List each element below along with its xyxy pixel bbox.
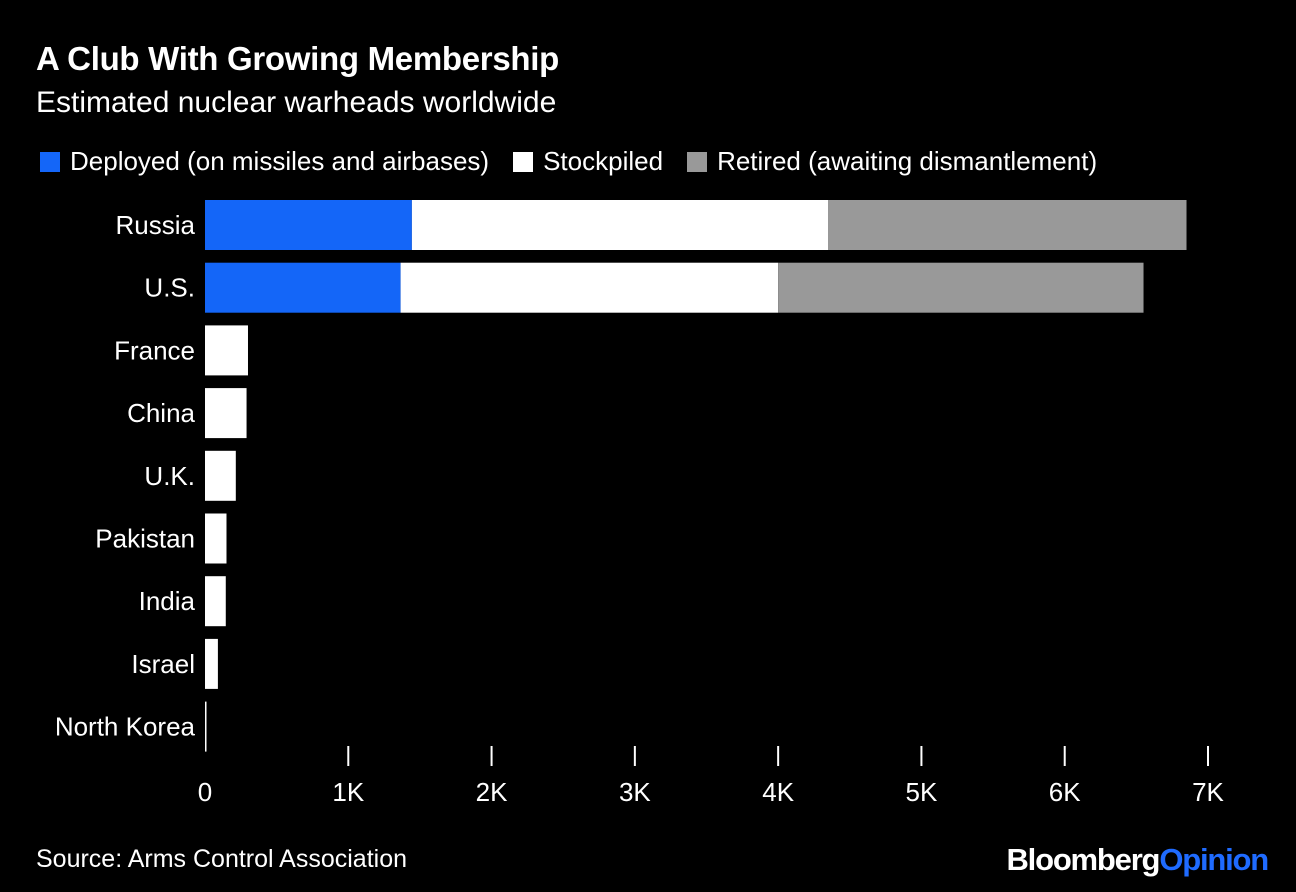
- bar-u-s-stockpiled: [400, 262, 779, 313]
- legend-label-stockpiled: Stockpiled: [543, 146, 664, 176]
- bar-india-stockpiled: [205, 576, 226, 627]
- bar-china-stockpiled: [205, 388, 247, 439]
- bar-russia-retired: [828, 200, 1187, 250]
- x-tick-label-5K: 5K: [906, 777, 938, 807]
- chart-subtitle: Estimated nuclear warheads worldwide: [36, 86, 557, 119]
- category-label-russia: Russia: [116, 210, 196, 240]
- category-label-u-s: U.S.: [144, 273, 195, 303]
- bar-france-stockpiled: [205, 325, 248, 376]
- x-tick-label-1K: 1K: [332, 777, 364, 807]
- legend-label-deployed: Deployed (on missiles and airbases): [70, 146, 490, 176]
- chart-legend: Deployed (on missiles and airbases) Stoc…: [40, 146, 1121, 177]
- legend-item-deployed: Deployed (on missiles and airbases): [40, 146, 489, 177]
- category-label-north-korea: North Korea: [55, 712, 196, 742]
- x-tick-label-3K: 3K: [619, 777, 651, 807]
- x-tick-label-4K: 4K: [762, 777, 794, 807]
- legend-swatch-deployed: [40, 151, 60, 172]
- x-tick-label-7K: 7K: [1192, 777, 1224, 807]
- legend-label-retired: Retired (awaiting dismantlement): [717, 146, 1098, 176]
- category-label-israel: Israel: [131, 649, 195, 679]
- brand-logo: BloombergOpinion: [1006, 842, 1269, 878]
- legend-swatch-stockpiled: [513, 151, 534, 172]
- category-label-china: China: [127, 398, 195, 428]
- category-label-pakistan: Pakistan: [95, 524, 195, 554]
- legend-item-retired: Retired (awaiting dismantlement): [687, 146, 1097, 177]
- chart-title: A Club With Growing Membership: [36, 40, 559, 77]
- category-label-india: India: [139, 586, 196, 616]
- bar-u-k-stockpiled: [205, 450, 236, 501]
- bar-pakistan-stockpiled: [205, 513, 227, 564]
- bar-russia-stockpiled: [411, 200, 829, 250]
- category-label-u-k: U.K.: [144, 461, 195, 491]
- x-tick-label-2K: 2K: [476, 777, 508, 807]
- category-label-france: France: [114, 335, 195, 365]
- bar-israel-stockpiled: [205, 638, 218, 689]
- bar-russia-deployed: [205, 200, 412, 250]
- brand-accent: Opinion: [1159, 842, 1269, 877]
- legend-swatch-retired: [687, 151, 708, 172]
- brand-main: Bloomberg: [1006, 842, 1160, 877]
- bar-u-s-deployed: [205, 262, 401, 313]
- bar-u-s-retired: [778, 262, 1144, 313]
- x-tick-label-0: 0: [198, 777, 212, 807]
- source-note: Source: Arms Control Association: [36, 845, 407, 873]
- bar-north-korea-stockpiled: [205, 701, 207, 752]
- legend-item-stockpiled: Stockpiled: [513, 146, 663, 177]
- x-tick-label-6K: 6K: [1049, 777, 1081, 807]
